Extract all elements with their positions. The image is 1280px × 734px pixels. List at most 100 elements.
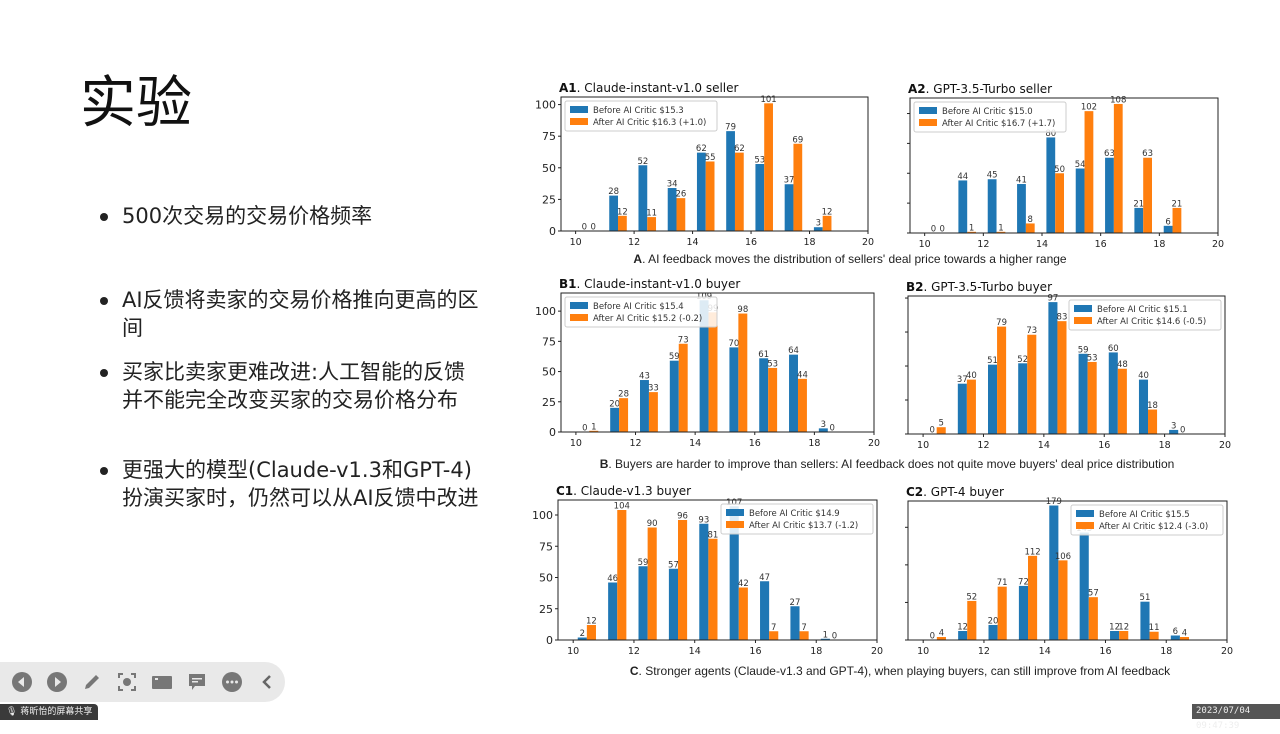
bar-before bbox=[988, 364, 998, 434]
camera-button[interactable] bbox=[144, 667, 179, 697]
bar-after bbox=[1088, 597, 1098, 640]
bar-before bbox=[1049, 505, 1059, 640]
bar-value-label: 12 bbox=[1109, 622, 1120, 632]
more-icon bbox=[221, 672, 242, 692]
bar-before bbox=[813, 227, 823, 231]
bullet-dot bbox=[100, 213, 108, 221]
bar-value-label: 108 bbox=[1110, 95, 1126, 105]
caption-c: C. Stronger agents (Claude-v1.3 and GPT-… bbox=[630, 664, 1171, 678]
bar-before bbox=[760, 581, 770, 640]
bar-value-label: 43 bbox=[639, 372, 650, 382]
legend-label: Before AI Critic $14.9 bbox=[749, 509, 840, 519]
bar-after bbox=[734, 152, 744, 231]
legend-label: After AI Critic $16.3 (+1.0) bbox=[593, 118, 706, 128]
bar-value-label: 47 bbox=[759, 573, 770, 583]
bar-before bbox=[1075, 168, 1085, 233]
bar-value-label: 0 bbox=[1180, 426, 1185, 436]
legend-swatch-after bbox=[726, 521, 744, 528]
bar-value-label: 37 bbox=[784, 176, 795, 186]
screenshot-button[interactable] bbox=[109, 667, 144, 697]
bar-after bbox=[1025, 223, 1035, 233]
bar-after bbox=[1179, 636, 1190, 640]
collapse-icon bbox=[261, 675, 271, 689]
collapse-button[interactable] bbox=[249, 667, 284, 697]
x-tick-label: 18 bbox=[1159, 440, 1171, 451]
bar-after bbox=[799, 631, 809, 640]
bar-value-label: 21 bbox=[1133, 199, 1144, 209]
chart-title-text: . GPT-4 buyer bbox=[923, 485, 1004, 499]
legend: Before AI Critic $15.4 After AI Critic $1… bbox=[564, 296, 718, 328]
bar-before bbox=[987, 179, 997, 233]
bar-after bbox=[966, 379, 976, 434]
x-tick-label: 10 bbox=[570, 237, 582, 248]
chart-title-id: B1 bbox=[559, 277, 577, 291]
bar-before bbox=[726, 131, 735, 231]
bar-after bbox=[797, 378, 807, 432]
legend-box bbox=[1070, 504, 1224, 536]
bar-value-label: 4 bbox=[1182, 628, 1187, 638]
bar-value-label: 81 bbox=[708, 530, 719, 540]
bar-before bbox=[1140, 601, 1150, 640]
bar-value-label: 0 bbox=[930, 632, 935, 642]
chart-title-text: . GPT-3.5-Turbo buyer bbox=[924, 280, 1053, 294]
comment-button[interactable] bbox=[179, 667, 214, 697]
more-button[interactable] bbox=[214, 667, 249, 697]
x-tick-label: 16 bbox=[745, 237, 757, 248]
bar-value-label: 2 bbox=[580, 629, 585, 639]
bar-value-label: 3 bbox=[816, 219, 821, 229]
caption-a: A. AI feedback moves the distribution of… bbox=[633, 252, 1067, 266]
bar-value-label: 179 bbox=[1046, 497, 1062, 507]
next-button[interactable] bbox=[39, 667, 74, 697]
bar-value-label: 51 bbox=[1140, 593, 1151, 603]
x-tick-label: 20 bbox=[871, 646, 883, 657]
chart-title-text: . Claude-v1.3 buyer bbox=[573, 484, 691, 498]
legend-label: Before AI Critic $15.0 bbox=[942, 107, 1033, 117]
bar-after bbox=[619, 398, 629, 432]
bar-after bbox=[676, 198, 686, 231]
y-tick-label: 50 bbox=[542, 366, 556, 379]
x-tick-label: 16 bbox=[749, 438, 761, 449]
bar-value-label: 46 bbox=[607, 574, 618, 584]
x-tick-label: 12 bbox=[977, 239, 989, 250]
chart-b1: B1. Claude-instant-v1.0 buyer02043591097… bbox=[535, 277, 880, 449]
bar-after bbox=[1027, 334, 1037, 434]
bar-value-label: 0 bbox=[830, 424, 835, 434]
prev-button[interactable] bbox=[4, 667, 39, 697]
bar-after bbox=[708, 312, 718, 432]
bar-after bbox=[967, 231, 976, 233]
bar-after bbox=[936, 636, 946, 640]
bar-value-label: 101 bbox=[760, 95, 776, 105]
bar-before bbox=[1017, 184, 1026, 233]
bar-value-label: 5 bbox=[938, 419, 943, 429]
bar-value-label: 96 bbox=[677, 512, 688, 522]
bar-value-label: 64 bbox=[788, 346, 799, 356]
y-tick-label: 0 bbox=[549, 225, 556, 238]
bar-value-label: 44 bbox=[957, 172, 968, 182]
pen-button[interactable] bbox=[74, 667, 109, 697]
bar-after bbox=[738, 313, 748, 432]
legend-swatch-after bbox=[570, 314, 588, 321]
bar-value-label: 6 bbox=[1173, 627, 1178, 637]
bar-value-label: 8 bbox=[1028, 215, 1033, 225]
bar-after bbox=[1087, 361, 1097, 434]
bar-before bbox=[988, 624, 998, 640]
bar-value-label: 3 bbox=[821, 420, 826, 430]
chart-title-id: C1 bbox=[556, 484, 573, 498]
bar-value-label: 53 bbox=[754, 156, 765, 166]
bar-value-label: 7 bbox=[801, 623, 806, 633]
bar-after bbox=[1084, 111, 1094, 233]
bar-before bbox=[729, 506, 739, 640]
bar-value-label: 28 bbox=[608, 187, 619, 197]
x-tick-label: 14 bbox=[689, 646, 701, 657]
bar-value-label: 45 bbox=[987, 171, 998, 181]
bar-after bbox=[1028, 555, 1038, 640]
bar-value-label: 0 bbox=[582, 424, 587, 434]
bullet-dot bbox=[100, 467, 108, 475]
legend-label: After AI Critic $12.4 (-3.0) bbox=[1099, 522, 1208, 532]
bar-before bbox=[958, 180, 968, 233]
bar-value-label: 69 bbox=[792, 135, 803, 145]
bar-value-label: 3 bbox=[1171, 421, 1176, 431]
x-tick-label: 20 bbox=[1221, 646, 1233, 657]
bar-before bbox=[790, 606, 800, 640]
